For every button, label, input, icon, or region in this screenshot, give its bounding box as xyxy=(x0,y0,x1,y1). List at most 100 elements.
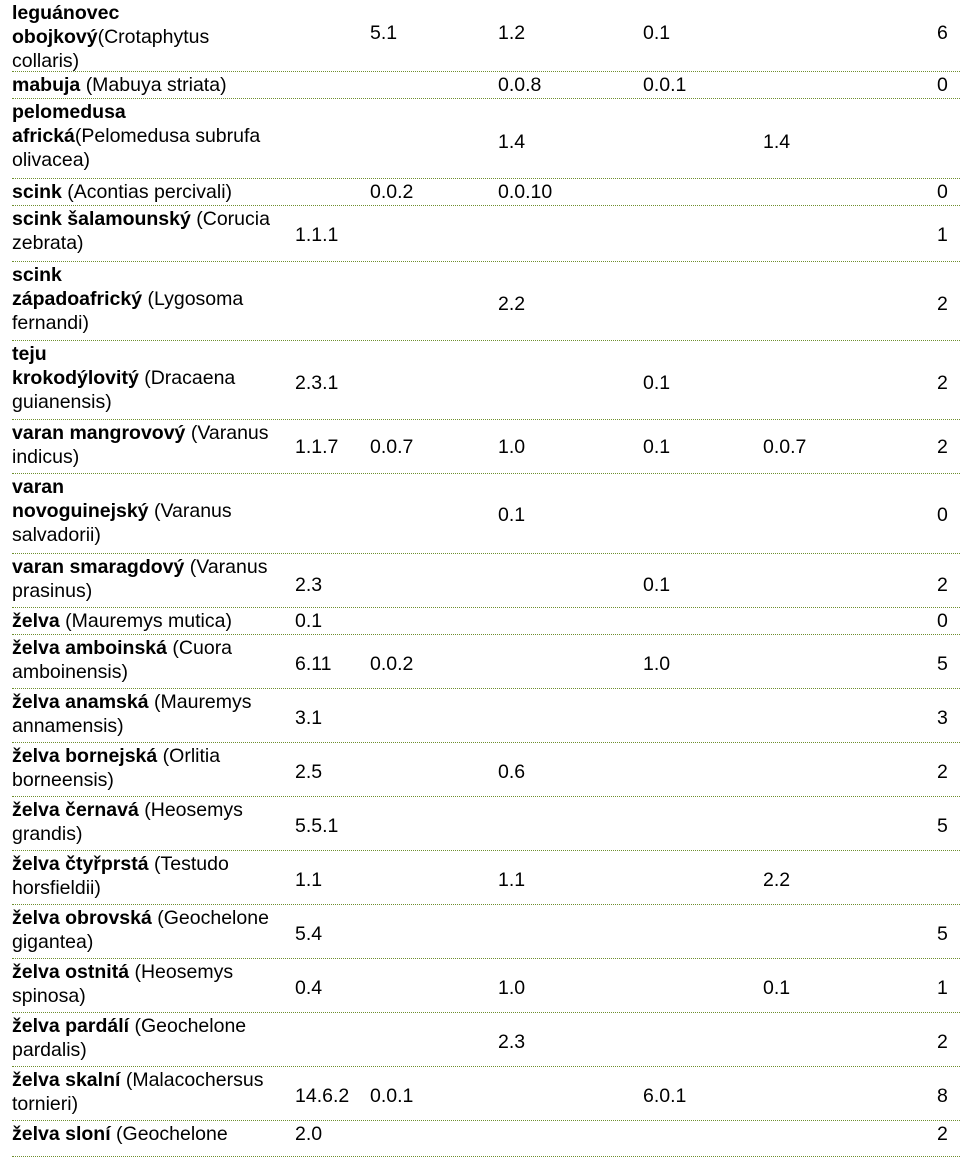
count-cell: 6 xyxy=(937,22,948,44)
species-name: želva amboinská (Cuora amboinensis) xyxy=(12,636,297,684)
count-cell: 2.2 xyxy=(763,869,791,891)
common-name: želva obrovská xyxy=(12,907,158,929)
count-cell: 1.1.1 xyxy=(295,224,339,246)
species-name-line: amboinensis) xyxy=(12,660,297,684)
species-name-line: želva ostnitá (Heosemys xyxy=(12,960,297,984)
species-name: želva obrovská (Geochelone gigantea) xyxy=(12,906,297,954)
count-cell: 6.11 xyxy=(295,653,332,675)
count-cell: 0.0.2 xyxy=(370,653,414,675)
species-name-line: indicus) xyxy=(12,445,297,469)
count-cell: 2 xyxy=(937,1123,948,1145)
table-row: želva čtyřprstá (Testudo horsfieldii) 1.1 1… xyxy=(12,852,960,905)
species-name-line: collaris) xyxy=(12,49,297,73)
count-cell: 2.0 xyxy=(295,1123,323,1145)
count-cell: 14.6.2 xyxy=(295,1085,350,1107)
common-name: želva čtyřprstá xyxy=(12,853,154,875)
latin-name: salvadorii) xyxy=(12,524,101,546)
count-cell: 5.4 xyxy=(295,923,323,945)
table-row: želva ostnitá (Heosemys spinosa) 0.4 1.0 0.1… xyxy=(12,960,960,1013)
count-cell: 0 xyxy=(937,181,948,203)
count-cell: 0.0.7 xyxy=(370,436,414,458)
latin-name: (Varanus xyxy=(190,422,269,444)
latin-name: (Pelomedusa subrufa xyxy=(74,125,261,147)
table-row: varan smaragdový (Varanus prasinus) 2.3 0.1… xyxy=(12,555,960,608)
species-name: scink západoafrický (Lygosoma fernandi) xyxy=(12,263,297,335)
latin-name: annamensis) xyxy=(12,715,124,737)
table-row: teju krokodýlovitý (Dracaena guianensis) 2.… xyxy=(12,342,960,420)
common-name: scink xyxy=(12,264,62,286)
common-name: želva ostnitá xyxy=(12,961,135,983)
latin-name: (Malacochersus xyxy=(125,1069,264,1091)
count-cell: 0.0.8 xyxy=(498,74,542,96)
count-cell: 3.1 xyxy=(295,707,323,729)
table-row: želva amboinská (Cuora amboinensis) 6.11 0.… xyxy=(12,636,960,689)
latin-name: spinosa) xyxy=(12,985,86,1007)
species-name: mabuja (Mabuya striata) xyxy=(12,73,297,97)
common-name: západoafrický xyxy=(12,288,148,310)
common-name: obojkový xyxy=(12,26,98,48)
species-name-line: salvadorii) xyxy=(12,523,297,547)
species-name-line: obojkový(Crotaphytus xyxy=(12,25,297,49)
latin-name: prasinus) xyxy=(12,580,93,602)
common-name: želva sloní xyxy=(12,1123,117,1145)
count-cell: 0.4 xyxy=(295,977,323,999)
count-cell: 2.3 xyxy=(498,1031,526,1053)
species-name: želva anamská (Mauremys annamensis) xyxy=(12,690,297,738)
count-cell: 5 xyxy=(937,923,948,945)
species-name-line: želva sloní (Geochelone xyxy=(12,1122,297,1146)
count-cell: 2 xyxy=(937,436,948,458)
count-cell: 6.0.1 xyxy=(643,1085,687,1107)
species-name-line: guianensis) xyxy=(12,390,297,414)
common-name: leguánovec xyxy=(12,2,120,24)
count-cell: 1.4 xyxy=(763,131,791,153)
species-name: želva pardálí (Geochelone pardalis) xyxy=(12,1014,297,1062)
latin-name: olivacea) xyxy=(12,149,91,171)
common-name: želva černavá xyxy=(12,799,145,821)
species-name: želva černavá (Heosemys grandis) xyxy=(12,798,297,846)
latin-name: (Acontias percivali) xyxy=(67,181,233,203)
species-name-line: africká(Pelomedusa subrufa xyxy=(12,124,297,148)
species-name-line: želva (Mauremys mutica) xyxy=(12,609,297,633)
count-cell: 2 xyxy=(937,293,948,315)
common-name: krokodýlovitý xyxy=(12,367,145,389)
common-name: scink šalamounský xyxy=(12,208,197,230)
count-cell: 3 xyxy=(937,707,948,729)
count-cell: 0.0.1 xyxy=(370,1085,414,1107)
count-cell: 2 xyxy=(937,574,948,596)
latin-name: (Testudo xyxy=(154,853,229,875)
species-name-line: fernandi) xyxy=(12,311,297,335)
common-name: africká xyxy=(12,125,75,147)
count-cell: 0.1 xyxy=(643,22,671,44)
latin-name: tornieri) xyxy=(12,1093,79,1115)
species-name-line: borneensis) xyxy=(12,768,297,792)
latin-name: (Heosemys xyxy=(134,961,234,983)
latin-name: borneensis) xyxy=(12,769,114,791)
count-cell: 1 xyxy=(937,977,948,999)
latin-name: indicus) xyxy=(12,446,80,468)
species-name-line: želva bornejská (Orlitia xyxy=(12,744,297,768)
count-cell: 0.6 xyxy=(498,761,526,783)
count-cell: 2 xyxy=(937,372,948,394)
latin-name: (Geochelone xyxy=(157,907,269,929)
species-name-line: varan xyxy=(12,475,297,499)
common-name: želva pardálí xyxy=(12,1015,135,1037)
count-cell: 0.1 xyxy=(643,372,671,394)
common-name: mabuja xyxy=(12,74,86,96)
species-name-line: gigantea) xyxy=(12,930,297,954)
count-cell: 1.4 xyxy=(498,131,526,153)
count-cell: 0.0.10 xyxy=(498,181,553,203)
species-name: varan novoguinejský (Varanus salvadorii) xyxy=(12,475,297,547)
table-row: pelomedusa africká(Pelomedusa subrufa oliv… xyxy=(12,100,960,179)
common-name: želva xyxy=(12,610,66,632)
species-name: scink šalamounský (Corucia zebrata) xyxy=(12,207,297,255)
count-cell: 1.1 xyxy=(295,869,323,891)
latin-name: (Corucia xyxy=(196,208,270,230)
count-cell: 5 xyxy=(937,653,948,675)
count-cell: 0.1 xyxy=(643,574,671,596)
species-name: pelomedusa africká(Pelomedusa subrufa oliv… xyxy=(12,100,297,172)
species-name: želva skalní (Malacochersus tornieri) xyxy=(12,1068,297,1116)
species-name: scink (Acontias percivali) xyxy=(12,180,297,204)
count-cell: 0.1 xyxy=(643,436,671,458)
species-name-line: scink xyxy=(12,263,297,287)
species-name-line: želva skalní (Malacochersus xyxy=(12,1068,297,1092)
